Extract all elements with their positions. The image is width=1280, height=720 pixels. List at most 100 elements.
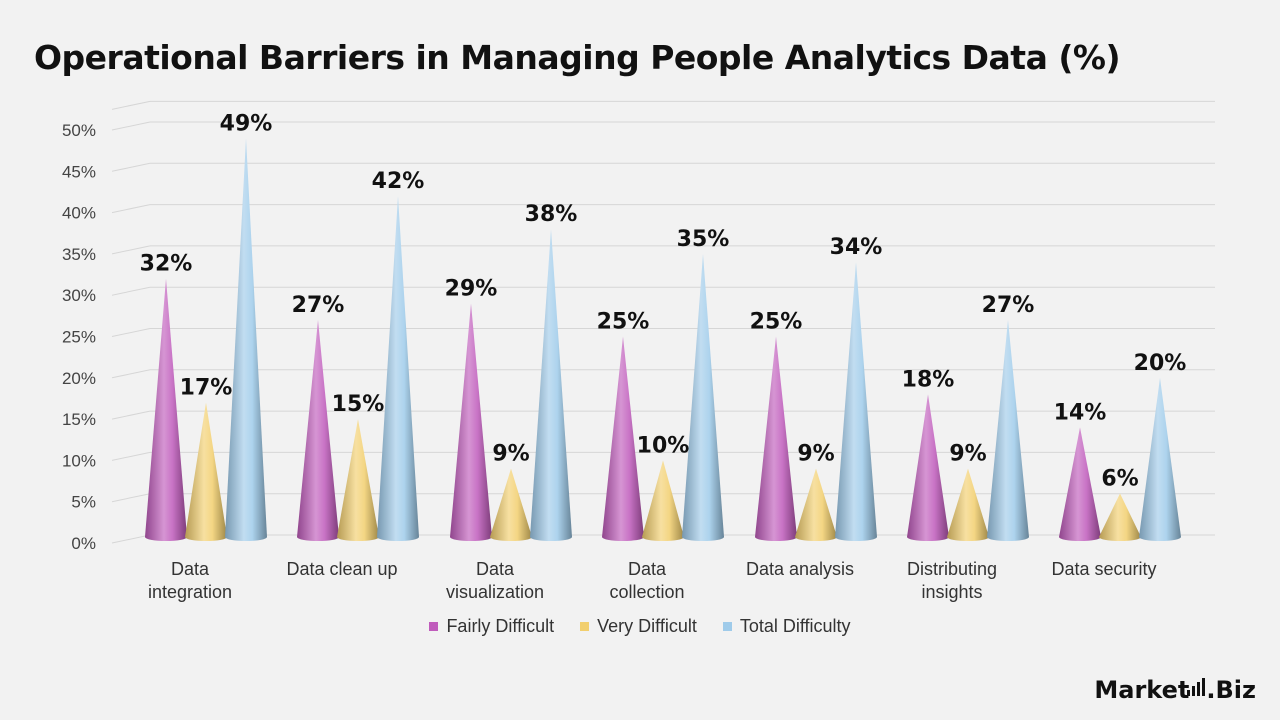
cone-body — [907, 394, 949, 541]
legend-swatch — [429, 622, 439, 631]
cone-body — [835, 262, 877, 541]
data-label: 49% — [220, 111, 273, 136]
data-label: 18% — [902, 367, 955, 392]
data-label: 9% — [492, 442, 529, 467]
data-label: 9% — [949, 442, 986, 467]
cone-body — [490, 468, 532, 541]
logo-text-right: Biz — [1215, 676, 1257, 704]
y-tick-label: 15% — [62, 410, 96, 429]
cone-very-difficult — [337, 419, 379, 541]
data-label: 20% — [1134, 351, 1187, 376]
gridline-diagonal — [111, 100, 151, 110]
data-label: 25% — [597, 310, 650, 335]
cone-fairly-difficult — [145, 278, 187, 541]
cone-body — [987, 319, 1029, 541]
cone-body — [795, 468, 837, 541]
gridline-diagonal — [111, 162, 151, 172]
gridline-diagonal — [111, 286, 151, 296]
logo-text-left: Market — [1094, 676, 1190, 704]
cone-chart: 0% 5% 10% 15% 20% 25% 30% 35% 40% 45% 50% 32% 27% 29… — [62, 100, 1215, 602]
logo-bars-icon — [1187, 678, 1206, 696]
category-label: Data integration — [148, 559, 232, 602]
data-label: 27% — [292, 293, 345, 318]
cone-body — [602, 336, 644, 541]
category-label: Data collection — [609, 559, 684, 602]
y-tick-label: 0% — [71, 534, 96, 553]
y-tick-label: 10% — [62, 451, 96, 470]
cone-total-difficulty — [530, 229, 572, 541]
legend-item: Fairly Difficult — [429, 616, 554, 637]
data-label: 42% — [372, 169, 425, 194]
logo-dot: . — [1206, 676, 1216, 704]
y-tick-label: 30% — [62, 286, 96, 305]
data-label: 25% — [750, 310, 803, 335]
data-label: 17% — [180, 376, 233, 401]
cone-fairly-difficult — [755, 336, 797, 541]
cone-body — [1059, 427, 1101, 541]
cone-body — [185, 402, 227, 541]
data-label: 29% — [445, 276, 498, 301]
gridline-diagonal — [111, 534, 151, 544]
data-label: 6% — [1101, 466, 1138, 491]
cone-very-difficult — [1099, 493, 1141, 541]
y-tick-label: 35% — [62, 245, 96, 264]
y-tick-label: 5% — [71, 493, 96, 512]
x-axis-categories: Data integration Data clean up Data visualiz… — [148, 559, 1157, 602]
cone-total-difficulty — [1139, 377, 1181, 541]
legend-swatch — [722, 622, 732, 631]
data-label: 10% — [637, 433, 690, 458]
cone-body — [377, 196, 419, 541]
legend-label: Fairly Difficult — [446, 616, 555, 636]
cone-body — [225, 138, 267, 541]
cone-body — [947, 468, 989, 541]
cone-body — [145, 278, 187, 541]
gridline-diagonal — [111, 121, 151, 131]
cone-total-difficulty — [682, 253, 724, 541]
cone-fairly-difficult — [602, 336, 644, 541]
cone-body — [450, 303, 492, 541]
brand-logo: Market . Biz — [1094, 676, 1256, 704]
cone-total-difficulty — [377, 196, 419, 541]
data-labels: 32% 27% 29% 25% 25% 18% 14% 17% 15% 9% 10% 9% 9% 6% 49… — [140, 111, 1187, 491]
gridline-diagonal — [111, 245, 151, 255]
y-tick-label: 45% — [62, 162, 96, 181]
data-label: 32% — [140, 252, 193, 277]
cone-fairly-difficult — [450, 303, 492, 541]
y-tick-label: 20% — [62, 369, 96, 388]
gridline-diagonal — [111, 451, 151, 461]
legend-item: Total Difficulty — [722, 616, 851, 637]
category-label: Data analysis — [746, 559, 854, 579]
cone-very-difficult — [795, 468, 837, 541]
gridline-diagonal — [111, 204, 151, 214]
legend: Fairly Difficult Very Difficult Total Diff… — [0, 616, 1280, 637]
data-label: 35% — [677, 227, 730, 252]
category-label: Data visualization — [446, 559, 544, 602]
y-tick-label: 25% — [62, 328, 96, 347]
category-label: Distributing insights — [907, 559, 997, 602]
y-tick-label: 50% — [62, 121, 96, 140]
cone-body — [682, 253, 724, 541]
data-label: 14% — [1054, 400, 1107, 425]
cone-body — [337, 419, 379, 541]
cone-very-difficult — [490, 468, 532, 541]
cone-very-difficult — [642, 460, 684, 541]
cone-body — [297, 319, 339, 541]
cone-total-difficulty — [835, 262, 877, 541]
gridline-diagonal — [111, 328, 151, 337]
gridline-diagonal — [111, 493, 151, 503]
y-axis-ticks: 0% 5% 10% 15% 20% 25% 30% 35% 40% 45% 50% — [62, 121, 96, 553]
data-label: 9% — [797, 442, 834, 467]
cone-body — [1099, 493, 1141, 541]
cone-total-difficulty — [987, 319, 1029, 541]
cone-fairly-difficult — [297, 319, 339, 541]
data-label: 38% — [525, 202, 578, 227]
gridline-diagonal — [111, 410, 151, 420]
cones — [145, 138, 1181, 541]
legend-label: Total Difficulty — [739, 616, 851, 636]
category-label: Data security — [1051, 559, 1156, 579]
cone-total-difficulty — [225, 138, 267, 541]
cone-body — [1139, 377, 1181, 541]
legend-item: Very Difficult — [580, 616, 697, 637]
cone-very-difficult — [185, 402, 227, 541]
data-label: 15% — [332, 392, 385, 417]
